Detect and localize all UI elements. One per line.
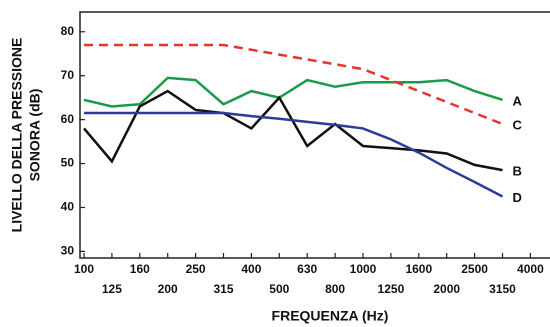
series-label: A: [513, 93, 523, 108]
x-tick-label: 800: [325, 282, 345, 296]
x-tick-label: 250: [186, 262, 206, 276]
x-tick-label: 200: [158, 282, 178, 296]
x-tick-label: 3150: [489, 282, 516, 296]
series-label: D: [513, 190, 522, 205]
series-label: B: [513, 164, 522, 179]
x-tick-label: 1000: [350, 262, 377, 276]
y-tick-label: 50: [61, 156, 75, 170]
y-tick-label: 60: [61, 112, 75, 126]
x-tick-label: 100: [74, 262, 94, 276]
x-tick-label: 125: [102, 282, 122, 296]
series-line: [83, 89, 503, 172]
x-axis-label: FREQUENZA (Hz): [272, 308, 389, 324]
plot-frame: [79, 11, 550, 259]
series-line: [84, 111, 504, 198]
y-axis-label: SONORA (dB): [27, 89, 43, 182]
y-tick-label: 70: [61, 68, 75, 82]
y-tick-label: 80: [61, 24, 75, 38]
x-tick-label: 400: [241, 262, 261, 276]
series-line: [84, 43, 503, 126]
x-tick-label: 2000: [433, 282, 460, 296]
x-tick-label: 1250: [378, 282, 405, 296]
x-tick-label: 160: [130, 262, 150, 276]
y-tick-label: 30: [61, 244, 75, 258]
y-axis-label: LIVELLO DELLA PRESSIONE: [9, 38, 25, 233]
x-tick-label: 630: [297, 262, 317, 276]
y-tick-label: 40: [61, 200, 75, 214]
series-label: C: [513, 117, 523, 132]
x-tick-label: 500: [269, 282, 289, 296]
x-tick-label: 1600: [405, 262, 432, 276]
x-tick-label: 2500: [461, 262, 488, 276]
x-tick-label: 4000: [517, 262, 544, 276]
series-line: [83, 76, 503, 108]
x-tick-label: 315: [213, 282, 233, 296]
